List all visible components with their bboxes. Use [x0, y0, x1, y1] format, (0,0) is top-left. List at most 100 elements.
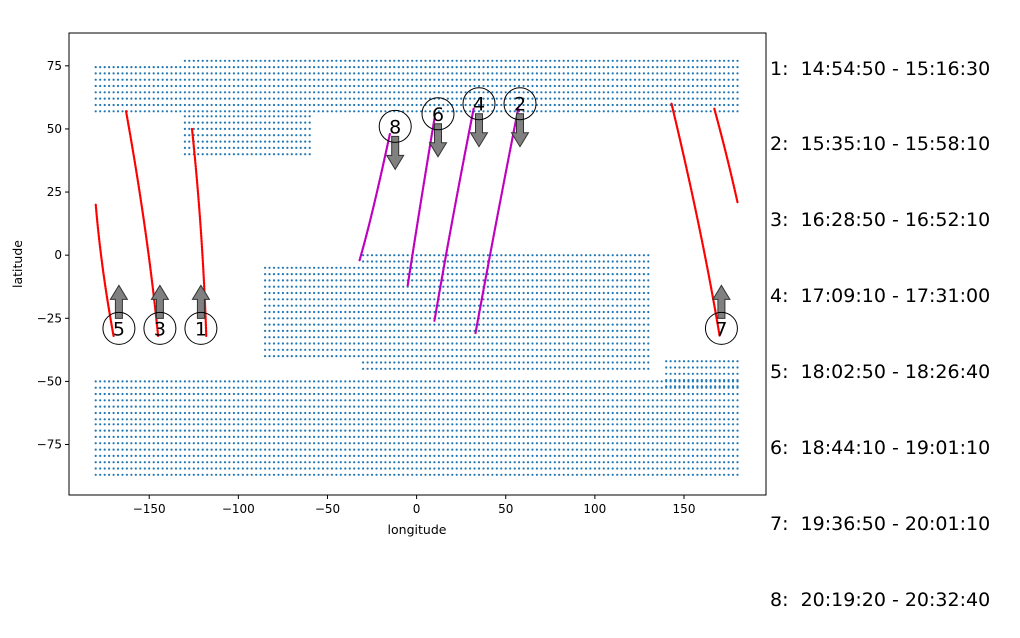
land-point	[339, 392, 342, 396]
land-point	[250, 115, 253, 118]
land-point	[264, 266, 267, 269]
land-point	[455, 103, 458, 107]
land-point	[522, 423, 525, 426]
land-point	[99, 91, 102, 94]
land-point	[223, 418, 227, 421]
land-point	[286, 386, 289, 389]
land-point	[455, 78, 458, 81]
land-point	[130, 467, 133, 470]
land-point	[531, 342, 534, 345]
land-point	[460, 399, 463, 402]
land-point	[370, 285, 374, 288]
land-point	[250, 72, 253, 75]
land-point	[375, 66, 378, 69]
land-point	[647, 72, 650, 75]
land-point	[638, 304, 641, 307]
land-point	[406, 336, 409, 339]
land-point	[442, 342, 445, 345]
land-point	[562, 317, 565, 320]
land-point	[446, 279, 449, 282]
land-point	[513, 72, 516, 75]
land-point	[682, 399, 686, 402]
land-point	[116, 392, 120, 396]
land-point	[402, 429, 405, 432]
land-point	[549, 392, 552, 396]
land-point	[326, 423, 329, 426]
land-point	[469, 59, 472, 62]
land-point	[553, 66, 556, 69]
land-point	[139, 429, 142, 432]
land-point	[250, 97, 253, 100]
land-point	[210, 423, 213, 426]
land-point	[272, 317, 276, 320]
land-point	[415, 279, 418, 282]
land-point	[201, 59, 204, 62]
land-point	[411, 323, 414, 326]
land-point	[143, 72, 146, 75]
land-point	[143, 91, 146, 94]
land-point	[366, 467, 369, 470]
land-point	[366, 323, 369, 326]
land-point	[152, 435, 155, 438]
land-point	[442, 91, 445, 94]
land-point	[571, 84, 574, 88]
land-point	[495, 291, 498, 295]
land-point	[290, 291, 293, 295]
land-point	[130, 97, 133, 100]
land-point	[157, 423, 160, 426]
land-point	[620, 291, 623, 295]
land-point	[308, 59, 311, 62]
land-point	[125, 66, 128, 69]
land-point	[616, 78, 619, 81]
land-point	[281, 435, 284, 438]
land-point	[384, 405, 387, 408]
land-point	[415, 285, 418, 288]
land-point	[139, 423, 142, 426]
land-point	[611, 285, 614, 288]
land-point	[259, 386, 262, 389]
land-point	[277, 355, 280, 358]
land-point	[731, 418, 735, 421]
land-point	[477, 423, 481, 426]
land-point	[321, 279, 325, 282]
land-point	[286, 405, 289, 408]
land-point	[366, 78, 369, 81]
land-point	[313, 380, 316, 383]
land-point	[522, 84, 525, 88]
land-point	[94, 461, 97, 464]
land-point	[553, 285, 556, 288]
land-point	[402, 59, 405, 62]
land-point	[598, 84, 601, 88]
land-point	[366, 367, 369, 370]
land-point	[584, 342, 588, 345]
land-point	[460, 317, 463, 320]
land-point	[406, 405, 409, 408]
land-point	[616, 110, 619, 113]
land-point	[330, 285, 333, 288]
land-point	[571, 367, 574, 370]
land-point	[183, 121, 186, 124]
land-point	[206, 110, 209, 113]
land-point	[170, 448, 173, 451]
land-point	[518, 342, 521, 345]
land-point	[477, 448, 481, 451]
land-point	[357, 392, 360, 396]
land-point	[571, 78, 574, 81]
land-point	[455, 355, 458, 358]
land-point	[460, 355, 463, 358]
land-point	[531, 304, 534, 307]
land-point	[255, 72, 258, 75]
land-point	[108, 380, 111, 383]
land-point	[157, 454, 160, 457]
land-point	[232, 153, 235, 156]
land-point	[228, 386, 231, 389]
land-point	[268, 310, 271, 314]
land-point	[526, 348, 530, 351]
land-point	[656, 380, 659, 383]
land-point	[94, 454, 97, 457]
land-point	[268, 298, 271, 301]
land-point	[607, 66, 610, 69]
land-point	[304, 78, 307, 81]
land-point	[317, 411, 320, 415]
land-point	[339, 59, 342, 62]
